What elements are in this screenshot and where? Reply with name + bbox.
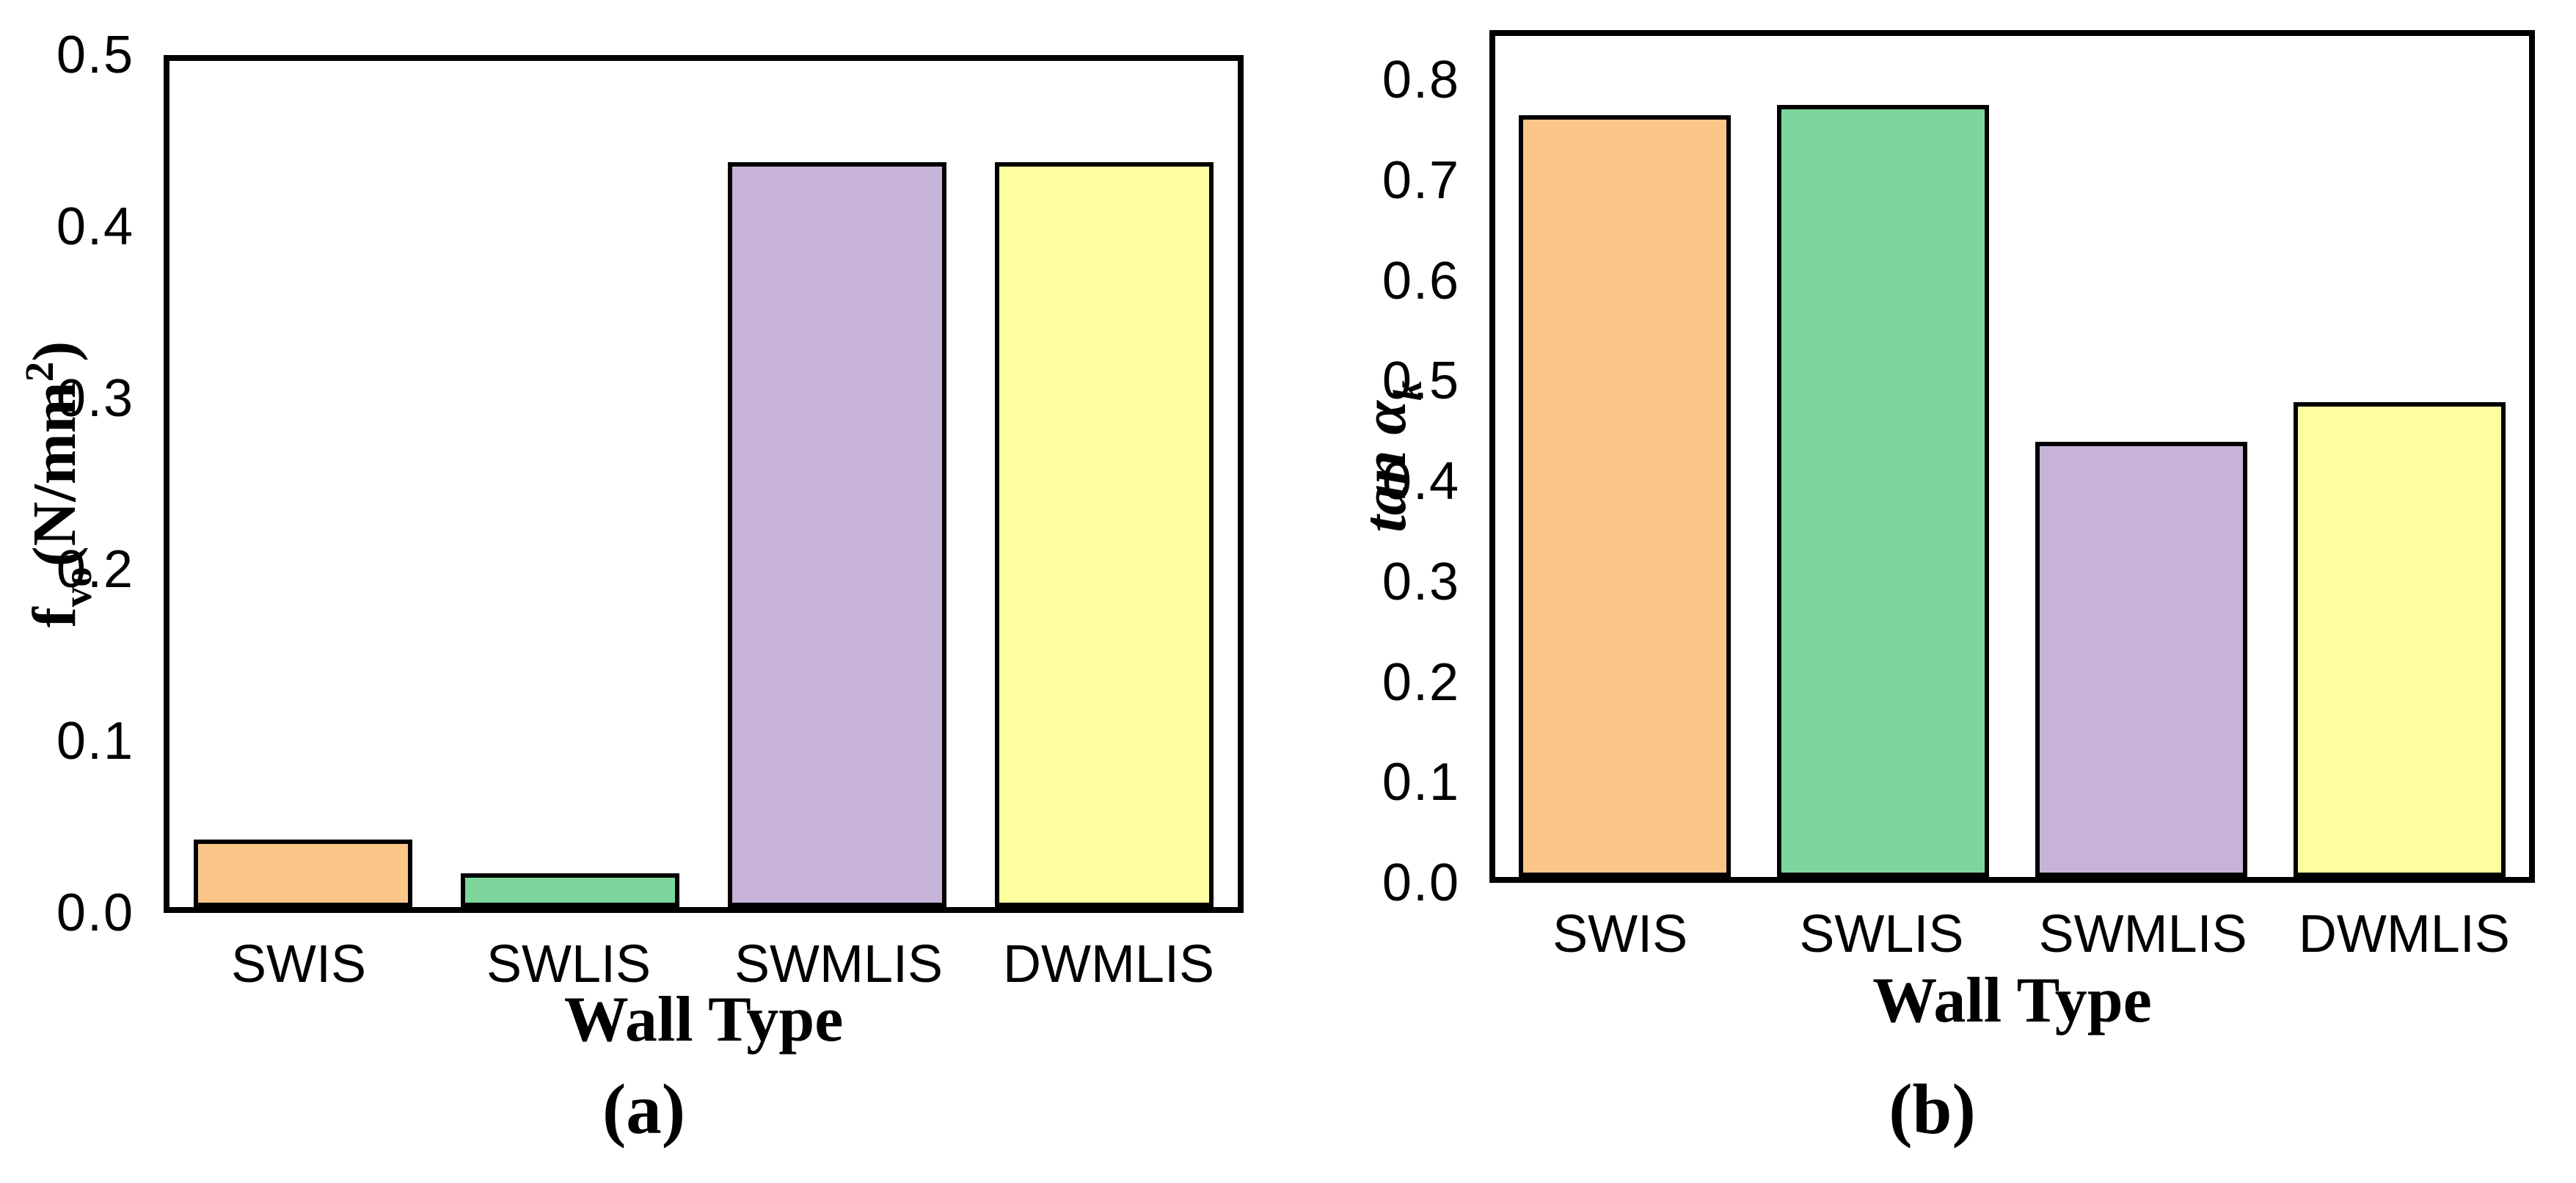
bar-b-swlis	[1776, 105, 1989, 877]
bar-slot-b-swis	[1495, 36, 1754, 877]
chart-panel-a: fvo(N/mm2) 0.0 0.1 0.2 0.3 0.4 0.5 SWIS SWLIS S…	[0, 29, 1244, 1149]
x-category-label: DWMLIS	[1003, 935, 1214, 994]
bar-slot-b-swlis	[1754, 36, 2012, 877]
bar-b-swmlis	[2035, 441, 2248, 877]
bar-b-dwmlis	[2294, 401, 2506, 877]
x-category-label: SWLIS	[486, 935, 652, 994]
y-tick-label: 0.1	[1382, 753, 1460, 812]
x-category-label: SWIS	[1552, 905, 1688, 964]
x-category-label: SWMLIS	[734, 935, 944, 994]
y-tick-label: 0.4	[1382, 452, 1460, 512]
bar-a-swlis	[460, 873, 680, 907]
x-category-label: SWIS	[230, 935, 366, 994]
y-tick-label: 0.4	[56, 197, 134, 256]
y-tick-label: 0.0	[56, 884, 134, 942]
x-category-label: SWLIS	[1799, 905, 1964, 964]
y-tick-label: 0.1	[56, 712, 134, 771]
bar-slot-b-dwmlis	[2271, 36, 2529, 877]
y-tick-label: 0.7	[1382, 151, 1460, 211]
chart-panel-b: tan αk 0.0 0.1 0.2 0.3 0.4 0.5 0.6 0.7 0.8 SWIS S…	[1288, 0, 2576, 1183]
x-category-labels-a: SWIS SWLIS SWMLIS DWMLIS	[164, 935, 1244, 994]
bar-slot-a-dwmlis	[971, 61, 1238, 907]
y-tick-label: 0.5	[1382, 352, 1460, 411]
panel-caption-a: (a)	[602, 1070, 686, 1149]
x-axis-title-a: Wall Type	[563, 984, 844, 1055]
bar-a-swmlis	[727, 162, 947, 907]
bar-slot-a-swmlis	[704, 61, 971, 907]
y-axis-tick-labels-b: 0.0 0.1 0.2 0.3 0.4 0.5 0.6 0.7 0.8	[1288, 30, 1460, 909]
y-tick-label: 0.2	[56, 540, 134, 600]
x-category-label: SWMLIS	[2038, 905, 2247, 964]
x-category-labels-b: SWIS SWLIS SWMLIS DWMLIS	[1489, 905, 2535, 964]
bar-slot-a-swis	[169, 61, 437, 907]
bar-slot-a-swlis	[437, 61, 704, 907]
plot-area-a	[164, 55, 1244, 913]
y-tick-label: 0.0	[1382, 853, 1460, 912]
y-tick-label: 0.3	[1382, 552, 1460, 611]
y-tick-label: 0.2	[1382, 652, 1460, 712]
bar-b-swis	[1518, 114, 1731, 877]
y-tick-label: 0.6	[1382, 251, 1460, 310]
y-tick-label: 0.8	[1382, 51, 1460, 110]
y-axis-tick-labels-a: 0.0 0.1 0.2 0.3 0.4 0.5	[0, 29, 134, 939]
plot-area-b	[1489, 30, 2535, 883]
x-axis-title-b: Wall Type	[1872, 965, 2152, 1036]
bar-a-dwmlis	[994, 162, 1214, 907]
y-tick-label: 0.3	[56, 368, 134, 428]
x-category-label: DWMLIS	[2298, 905, 2510, 964]
y-tick-label: 0.5	[56, 26, 134, 84]
panel-caption-b: (b)	[1889, 1070, 1976, 1149]
bar-a-swis	[193, 839, 413, 907]
bar-slot-b-swmlis	[2013, 36, 2271, 877]
